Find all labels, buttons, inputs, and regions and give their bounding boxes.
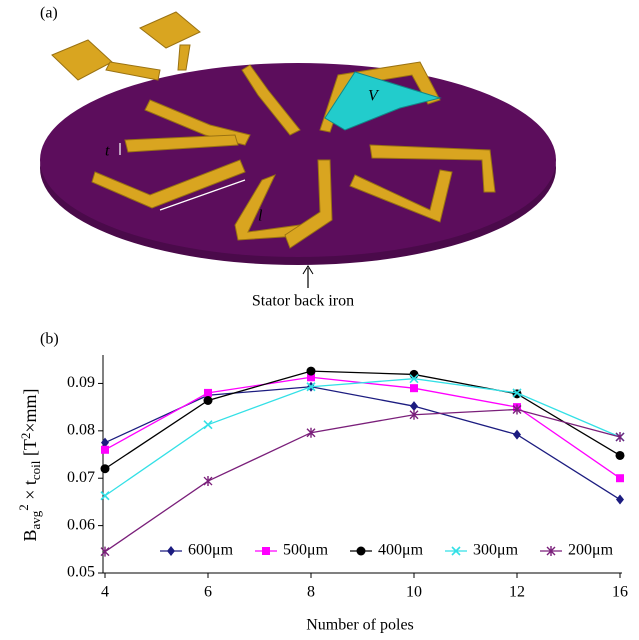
x-axis-title: Number of poles: [306, 617, 414, 634]
marker: [307, 367, 316, 376]
marker: [101, 446, 109, 454]
legend-label: 200μm: [568, 542, 614, 559]
x-tick-label: 12: [509, 584, 525, 601]
y-axis-title-part: ×mm]: [20, 388, 40, 432]
lead: [178, 45, 190, 70]
panel-label: (a): [40, 5, 58, 22]
caption: Stator back iron: [252, 293, 354, 310]
marker: [616, 495, 624, 505]
legend-label: 600μm: [188, 542, 234, 559]
x-tick-label: 6: [204, 584, 212, 601]
y-axis-title-part: × t: [20, 480, 40, 504]
marker: [513, 430, 521, 440]
marker: [410, 401, 418, 411]
panel-a-illustration: (a) t l V Stator back iron: [40, 5, 556, 310]
figure: (a) t l V Stator back iron (b) Number of…: [0, 0, 639, 640]
marker: [616, 474, 624, 482]
marker: [167, 546, 175, 556]
y-axis-title-part: avg: [28, 510, 43, 529]
y-tick-label: 0.09: [67, 374, 95, 391]
marker: [204, 476, 212, 486]
legend-label: 300μm: [473, 542, 519, 559]
x-tick-label: 4: [101, 584, 109, 601]
marker: [410, 384, 418, 392]
legend-label: 400μm: [378, 542, 424, 559]
y-axis-title-part: B: [20, 530, 40, 542]
y-tick-label: 0.07: [67, 469, 95, 486]
marker: [616, 432, 624, 442]
lead: [106, 62, 160, 80]
series-line: [105, 377, 620, 478]
marker: [262, 547, 270, 555]
marker: [101, 547, 109, 557]
marker: [101, 464, 110, 473]
x-tick-label: 10: [406, 584, 422, 601]
y-axis-title-part: coil: [28, 460, 43, 480]
pad: [140, 12, 200, 48]
series-line: [105, 371, 620, 469]
marker: [204, 421, 212, 429]
marker: [357, 547, 366, 556]
y-tick-label: 0.06: [67, 516, 95, 533]
x-tick-label: 8: [307, 584, 315, 601]
y-axis-title-part: [T: [20, 439, 40, 461]
panel-label: (b): [40, 331, 59, 348]
legend-label: 500μm: [283, 542, 329, 559]
marker: [204, 389, 212, 397]
length-label: l: [258, 208, 263, 225]
y-tick-label: 0.08: [67, 421, 95, 438]
x-tick-label: 16: [612, 584, 628, 601]
marker: [616, 451, 625, 460]
marker: [204, 396, 213, 405]
y-tick-label: 0.05: [67, 564, 95, 581]
series-line: [105, 410, 620, 552]
pad: [52, 40, 112, 80]
marker: [101, 492, 109, 500]
y-axis-title: Bavg2 × tcoil [T2×mm]: [16, 388, 43, 541]
thickness-label: t: [105, 143, 110, 160]
